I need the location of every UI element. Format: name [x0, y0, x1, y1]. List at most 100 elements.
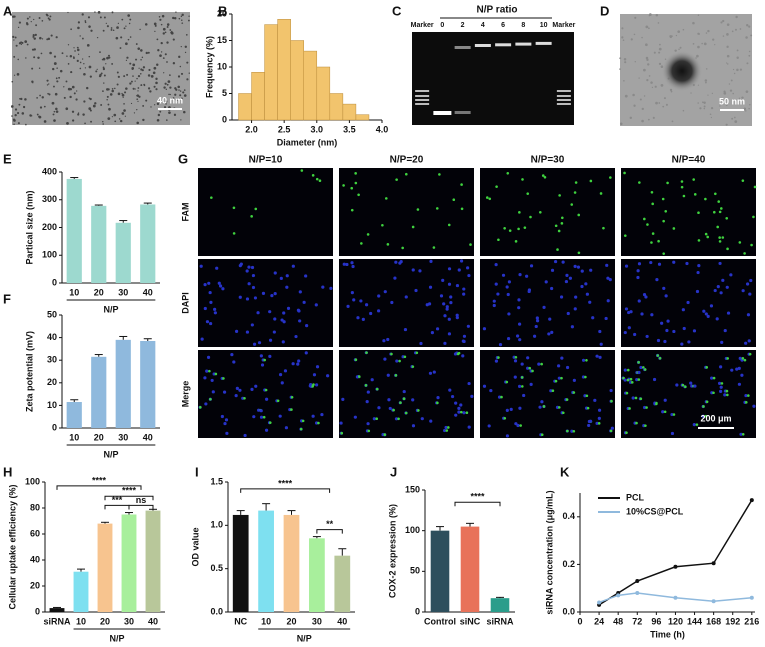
nucleus — [598, 355, 602, 359]
fam-signal — [404, 411, 408, 415]
nucleus — [428, 285, 433, 289]
nucleus — [394, 417, 399, 421]
nucleus — [273, 292, 277, 296]
particle — [84, 67, 87, 69]
fam-signal — [317, 421, 320, 425]
particle — [746, 62, 749, 65]
particle — [53, 110, 56, 113]
particle — [98, 74, 102, 78]
fam-signal — [503, 416, 507, 420]
nucleus — [566, 311, 570, 316]
particle — [13, 123, 15, 126]
particle — [619, 68, 621, 70]
particle — [726, 23, 730, 26]
particle — [698, 33, 701, 35]
nucleus — [213, 307, 217, 311]
nucleus — [467, 425, 471, 429]
particle — [103, 74, 106, 77]
particle — [180, 97, 183, 100]
nucleus — [297, 359, 301, 363]
fam-signal — [402, 397, 406, 401]
particle — [641, 36, 643, 39]
bar — [91, 205, 107, 283]
particle — [52, 67, 55, 71]
fam-signal — [311, 385, 314, 388]
particle — [707, 29, 710, 33]
fam-signal — [250, 215, 253, 218]
particle — [648, 27, 650, 30]
particle — [703, 105, 706, 108]
x-tick-label: 24 — [594, 616, 604, 626]
bar — [430, 530, 450, 612]
fam-signal — [644, 424, 647, 427]
nucleus — [238, 295, 242, 299]
nucleus — [232, 360, 236, 364]
fam-signal — [560, 222, 564, 225]
particle — [69, 95, 72, 99]
fam-signal — [666, 181, 669, 185]
particle — [14, 36, 17, 39]
fam-signal — [485, 196, 489, 199]
particle — [130, 102, 133, 105]
particle — [105, 63, 107, 65]
nucleus — [470, 394, 474, 398]
particle — [669, 88, 673, 92]
bar — [232, 514, 249, 612]
fam-signal — [626, 368, 630, 372]
bar — [115, 222, 131, 283]
nucleus — [718, 261, 722, 266]
particle — [153, 85, 156, 88]
particle — [70, 70, 73, 74]
particle — [166, 41, 169, 44]
gel-title: N/P ratio — [477, 5, 518, 16]
nucleus — [268, 310, 272, 314]
particle — [47, 92, 49, 95]
particle — [125, 87, 128, 90]
nucleus — [665, 328, 669, 333]
particle — [160, 41, 163, 45]
particle — [83, 72, 86, 76]
fam-signal — [354, 181, 358, 185]
particle — [47, 37, 51, 41]
nucleus — [645, 334, 649, 339]
nucleus — [716, 285, 720, 289]
particle — [155, 81, 158, 85]
particle — [20, 97, 23, 101]
fam-signal — [651, 202, 655, 206]
nucleus — [656, 338, 661, 343]
particle — [719, 105, 721, 107]
particle — [665, 103, 668, 106]
nucleus — [199, 264, 203, 268]
fam-signal — [560, 376, 563, 380]
particle — [14, 108, 18, 111]
particle — [703, 42, 707, 46]
nucleus — [259, 415, 264, 419]
particle — [55, 107, 58, 111]
nucleus — [304, 274, 308, 278]
fam-signal — [383, 433, 387, 436]
fluorescence-image — [339, 168, 474, 256]
particle — [140, 68, 143, 71]
nucleus — [462, 292, 466, 296]
particle — [59, 69, 63, 73]
fam-signal — [602, 226, 605, 230]
nucleus — [462, 411, 466, 415]
particle — [731, 30, 734, 33]
nucleus — [443, 428, 447, 433]
particle — [129, 62, 132, 65]
particle — [697, 84, 700, 86]
fam-signal — [398, 359, 401, 363]
y-tick-label: 0.0 — [562, 606, 575, 616]
nucleus — [247, 282, 251, 286]
particle — [32, 36, 35, 38]
fam-signal — [506, 171, 510, 175]
nucleus — [461, 339, 465, 343]
panel-label: I — [195, 464, 199, 479]
nucleus — [445, 305, 449, 309]
particle — [731, 117, 734, 120]
panel-label: G — [178, 151, 188, 166]
fam-signal — [672, 413, 676, 416]
particle — [158, 16, 161, 18]
significance-bracket — [316, 529, 343, 534]
particle — [55, 77, 58, 80]
